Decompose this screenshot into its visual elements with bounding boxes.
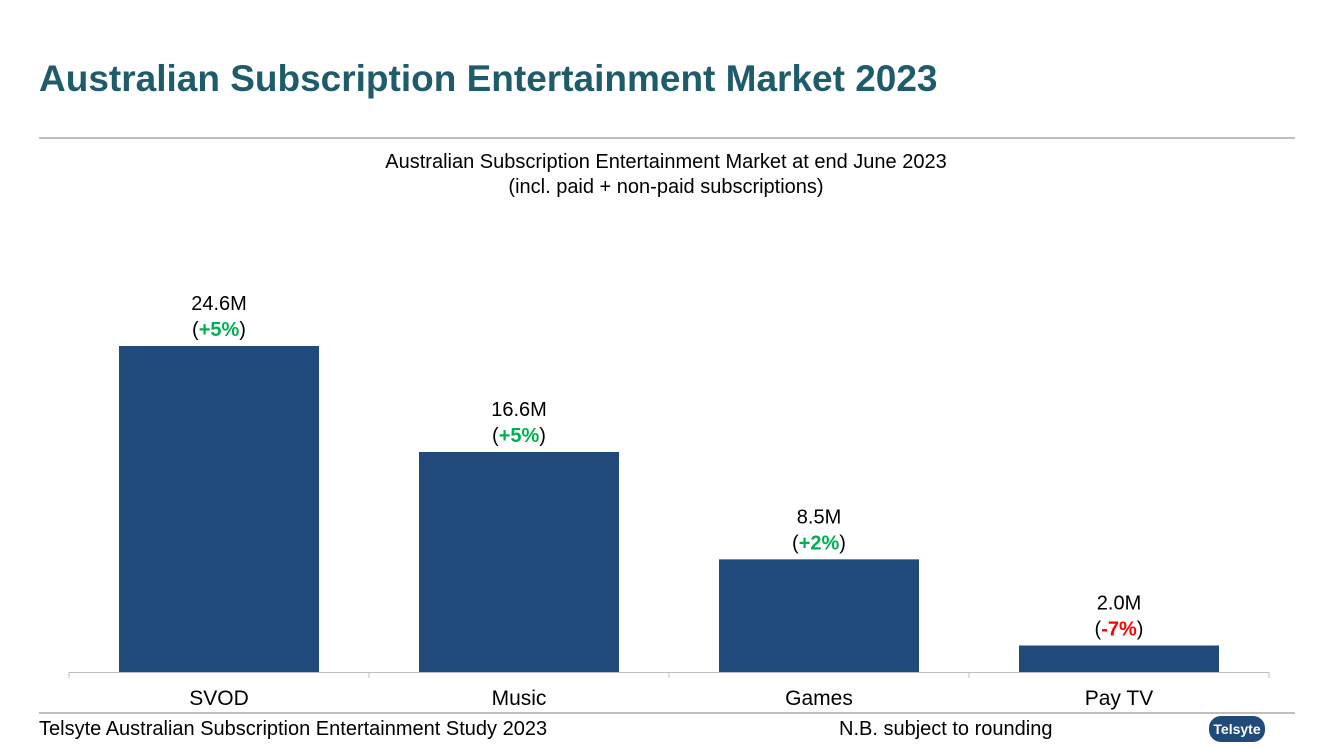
data-label-change: (-7%): [1095, 618, 1144, 640]
page-title: Australian Subscription Entertainment Ma…: [39, 58, 938, 99]
x-tick-label: Music: [492, 687, 547, 710]
x-tick-label: Pay TV: [1085, 687, 1153, 710]
data-label-value: 2.0M: [1097, 592, 1141, 614]
data-label-value: 24.6M: [191, 293, 247, 315]
footer-note: N.B. subject to rounding: [839, 718, 1053, 740]
telsyte-logo: Telsyte: [1209, 716, 1265, 742]
bar-pay-tv: [1019, 645, 1219, 672]
footer-divider: [39, 712, 1295, 714]
data-label-change: (+5%): [492, 425, 546, 447]
data-label-value: 8.5M: [797, 506, 841, 528]
x-tick-label: Games: [785, 687, 853, 710]
chart-title-block: Australian Subscription Entertainment Ma…: [266, 150, 1066, 200]
chart-title: Australian Subscription Entertainment Ma…: [385, 151, 947, 173]
bar-music: [419, 452, 619, 672]
title-divider: [39, 137, 1295, 139]
bar-chart: 24.6M (+5%) SVOD 16.6M (+5%) Music 8.5M (+2%) Ga…: [68, 293, 1270, 710]
footer-source: Telsyte Australian Subscription Entertai…: [39, 718, 548, 740]
chart-subtitle: (incl. paid + non-paid subscriptions): [508, 176, 824, 198]
x-tick-label: SVOD: [189, 687, 249, 710]
bar-games: [719, 559, 919, 672]
data-label-change: (+5%): [192, 319, 246, 341]
bar-svod: [119, 346, 319, 672]
data-label-value: 16.6M: [491, 399, 547, 421]
data-label-change: (+2%): [792, 532, 846, 554]
